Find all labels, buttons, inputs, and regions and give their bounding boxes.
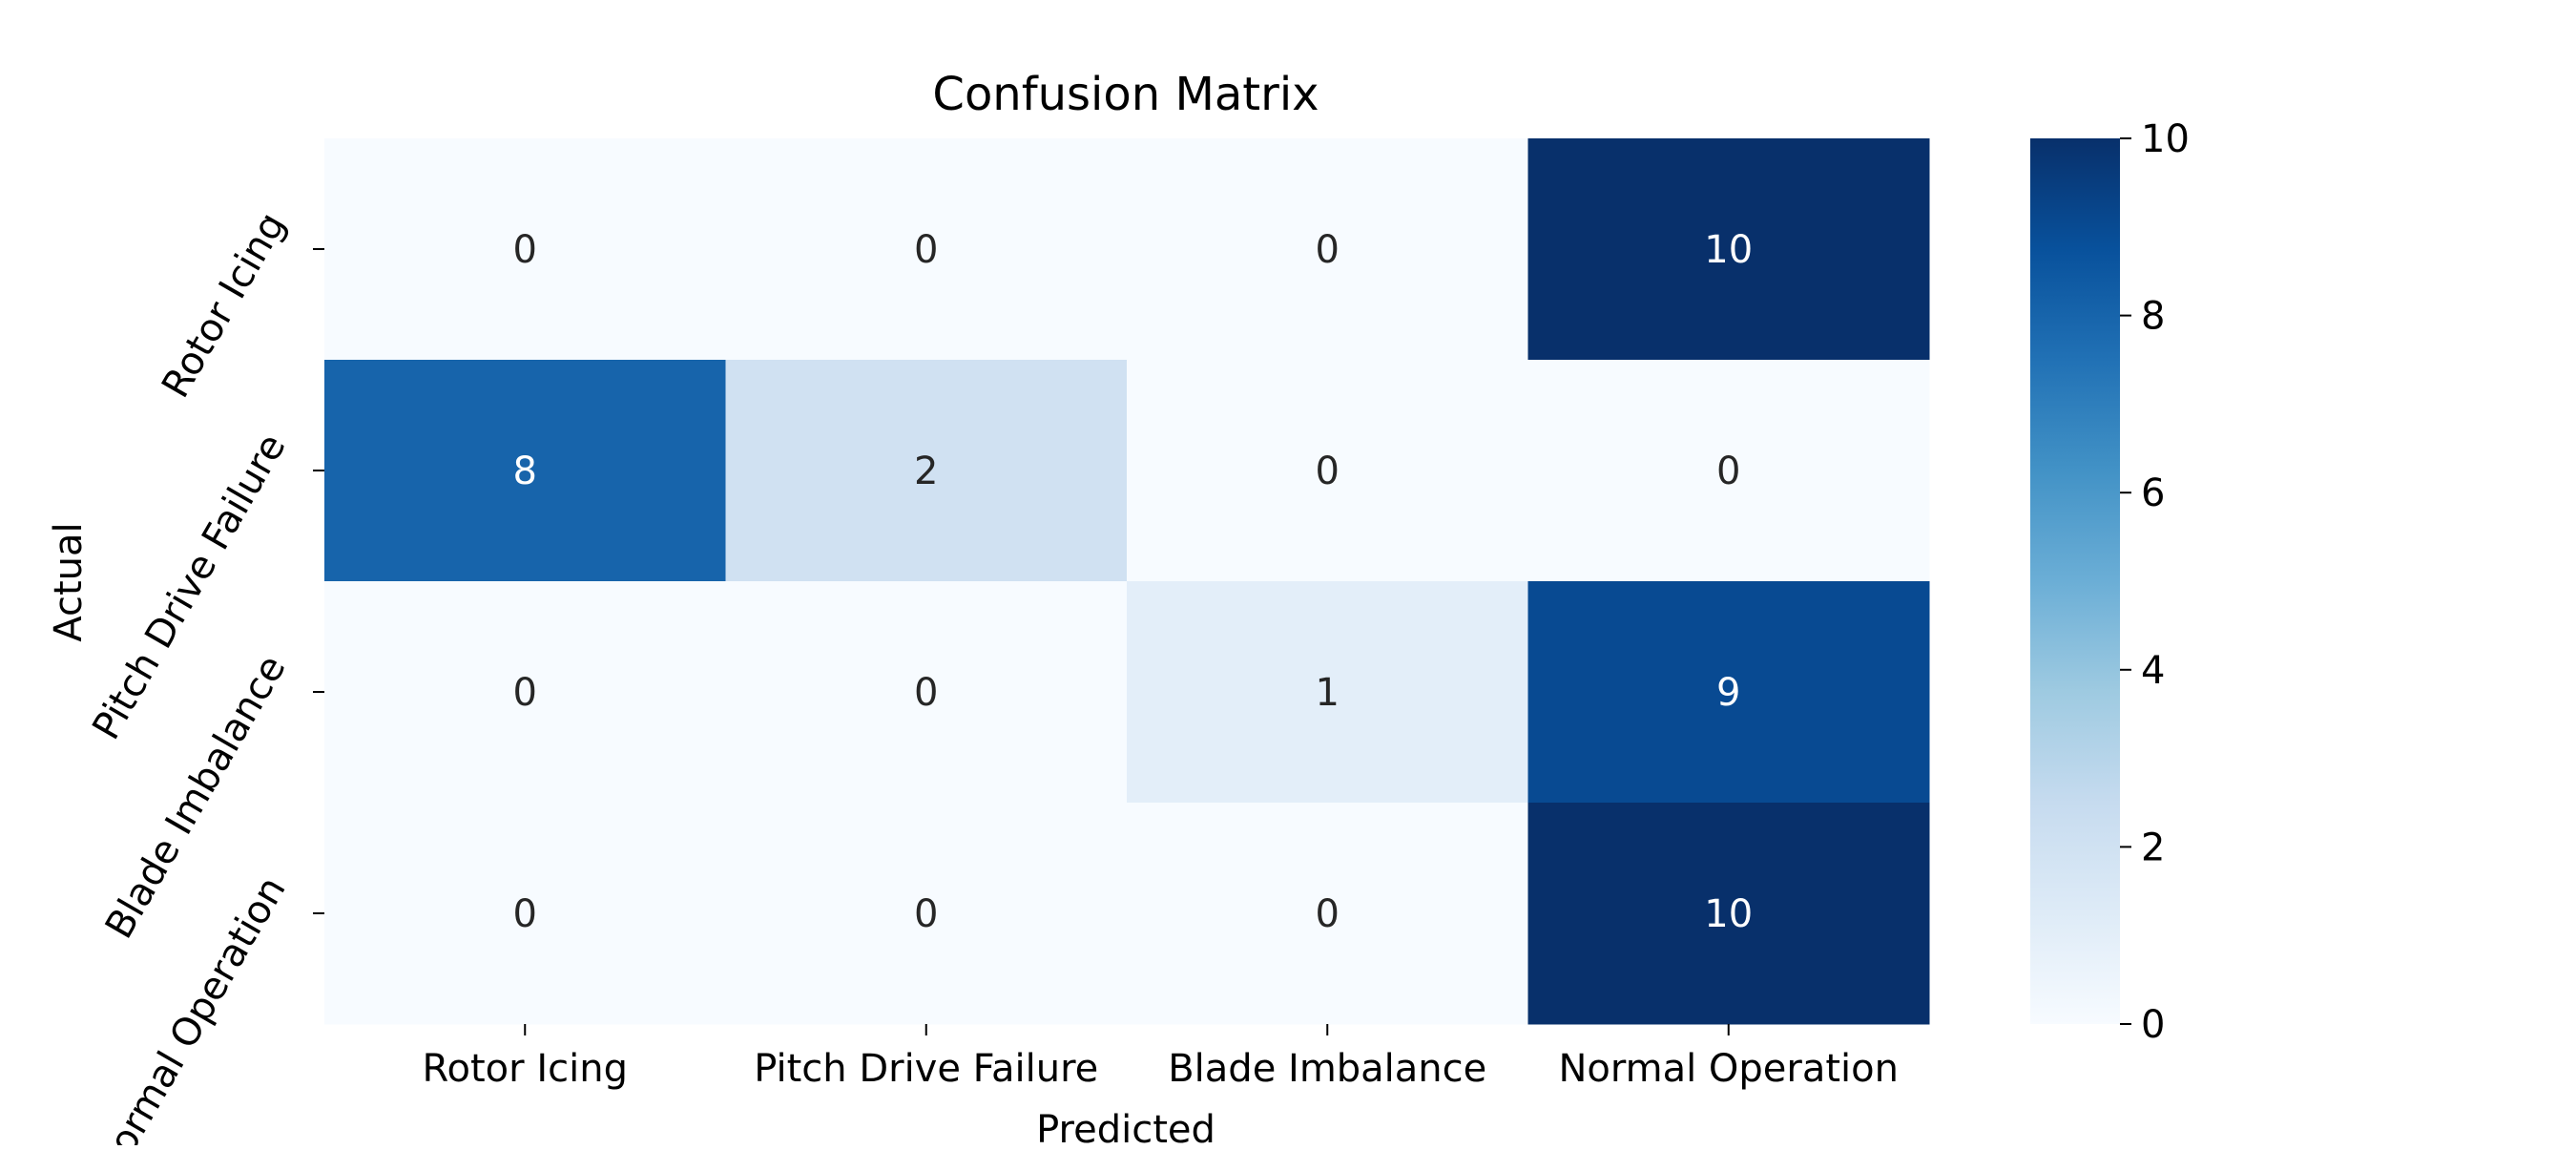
- colorbar-tick-label-3: 6: [2141, 471, 2165, 515]
- cell-value-r2-c2: 1: [1316, 671, 1340, 715]
- y-axis-label: Actual: [47, 522, 91, 641]
- chart-title: Confusion Matrix: [932, 68, 1319, 121]
- colorbar-tick-label-0: 0: [2141, 1003, 2165, 1047]
- heatmap-cell-r3-c1: [725, 803, 1128, 1025]
- heatmap-cell-r0-c1: [725, 138, 1128, 361]
- heatmap-cell-r1-c3: [1527, 360, 1930, 582]
- x-tick-label-1: Pitch Drive Failure: [754, 1047, 1098, 1091]
- heatmap-cell-r0-c3: [1527, 138, 1930, 361]
- colorbar-tick-label-4: 8: [2141, 295, 2165, 339]
- cell-value-r2-c3: 9: [1716, 671, 1740, 715]
- cell-value-r0-c1: 0: [914, 228, 938, 272]
- heatmap-cell-r1-c0: [324, 360, 726, 582]
- colorbar-tick-label-1: 2: [2141, 826, 2165, 869]
- cell-value-r3-c0: 0: [513, 892, 537, 936]
- cell-value-r2-c0: 0: [513, 671, 537, 715]
- cell-value-r0-c3: 10: [1704, 228, 1753, 272]
- colorbar-tick-label-2: 4: [2141, 649, 2165, 693]
- cell-value-r3-c1: 0: [914, 892, 938, 936]
- heatmap-cell-r1-c1: [725, 360, 1128, 582]
- heatmap-cell-r3-c3: [1527, 803, 1930, 1025]
- heatmap-cell-r2-c1: [725, 581, 1128, 804]
- colorbar: [2030, 138, 2120, 1024]
- cell-value-r0-c2: 0: [1316, 228, 1340, 272]
- heatmap-cell-r0-c2: [1127, 138, 1528, 361]
- x-axis-label: Predicted: [1036, 1108, 1215, 1145]
- cell-value-r1-c2: 0: [1316, 450, 1340, 493]
- cell-value-r0-c0: 0: [513, 228, 537, 272]
- heatmap-cell-r2-c2: [1127, 581, 1528, 804]
- cell-value-r2-c1: 0: [914, 671, 938, 715]
- x-axis-ticks: Rotor Icing Pitch Drive Failure Blade Imba…: [423, 1024, 1899, 1091]
- heatmap-cell-r3-c0: [324, 803, 726, 1025]
- cell-value-r3-c3: 10: [1704, 892, 1753, 936]
- colorbar-ticks: 0 2 4 6 8 10: [2120, 117, 2190, 1047]
- heatmap-cell-r2-c0: [324, 581, 726, 804]
- cell-value-r1-c1: 2: [914, 450, 938, 493]
- heatmap-cell-r1-c2: [1127, 360, 1528, 582]
- cell-value-r1-c0: 8: [513, 450, 537, 493]
- y-tick-label-0: Rotor Icing: [154, 205, 295, 406]
- heatmap-cell-r2-c3: [1527, 581, 1930, 804]
- heatmap-cell-r0-c0: [324, 138, 726, 361]
- heatmap-cell-labels: 0 0 0 10 8 2 0 0 0 0 1 9 0 0 0 10: [513, 228, 1754, 936]
- x-tick-label-0: Rotor Icing: [423, 1047, 628, 1091]
- heatmap-cell-r3-c2: [1127, 803, 1528, 1025]
- x-tick-label-2: Blade Imbalance: [1168, 1047, 1486, 1091]
- colorbar-tick-label-5: 10: [2141, 117, 2190, 161]
- cell-value-r3-c2: 0: [1316, 892, 1340, 936]
- cell-value-r1-c3: 0: [1716, 450, 1740, 493]
- x-tick-label-3: Normal Operation: [1558, 1047, 1899, 1091]
- heatmap-cells: [324, 138, 1930, 1025]
